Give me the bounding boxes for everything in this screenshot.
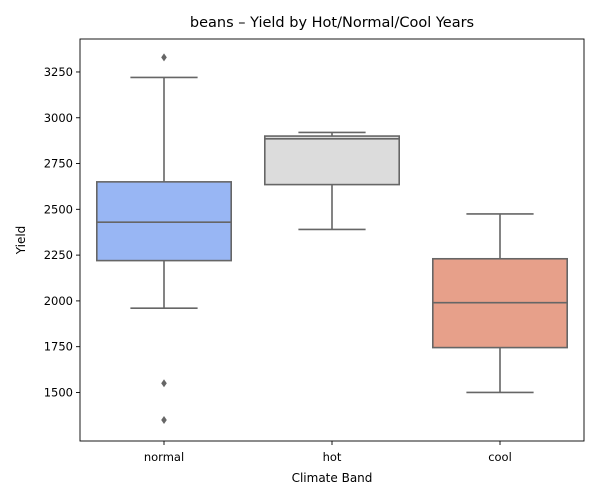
- y-tick-label: 3250: [44, 65, 73, 79]
- y-tick-label: 2250: [44, 248, 73, 262]
- x-tick-label: normal: [144, 450, 184, 464]
- y-tick-label: 1750: [44, 340, 73, 354]
- outlier-point: [161, 379, 167, 388]
- box-group: [96, 53, 568, 424]
- chart-title: beans – Yield by Hot/Normal/Cool Years: [190, 15, 474, 31]
- x-tick-label: hot: [323, 450, 342, 464]
- y-tick-label: 2750: [44, 157, 73, 171]
- outlier-point: [161, 53, 167, 62]
- y-tick-label: 3000: [44, 111, 73, 125]
- y-tick-label: 2500: [44, 202, 73, 216]
- plot-frame: [79, 38, 585, 442]
- outlier-point: [161, 415, 167, 424]
- box-normal: [96, 181, 232, 262]
- y-tick-label: 2000: [44, 294, 73, 308]
- y-axis: 1500 1750 2000 2250 2500 2750 3000 3250: [44, 65, 80, 399]
- box-hot: [263, 135, 400, 186]
- x-axis-label: Climate Band: [292, 471, 373, 485]
- y-axis-label: Yield: [14, 226, 28, 256]
- x-tick-label: cool: [488, 450, 512, 464]
- x-axis: normal hot cool: [144, 441, 512, 464]
- y-tick-label: 1500: [44, 385, 73, 399]
